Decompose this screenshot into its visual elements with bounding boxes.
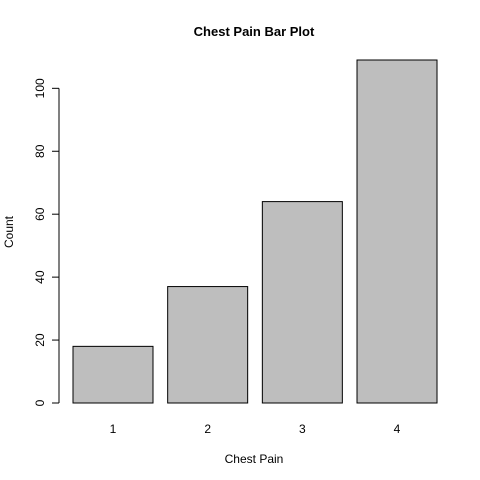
bar-2: [167, 286, 249, 404]
x-tick-label-3: 3: [299, 422, 306, 436]
chart-title: Chest Pain Bar Plot: [194, 24, 315, 39]
x-tick-labels: 1 2 3 4: [110, 422, 401, 436]
y-axis-label: Count: [2, 215, 16, 248]
y-axis: 0 20 40 60 80 100: [33, 78, 60, 406]
y-tick-label-60: 60: [33, 207, 47, 221]
y-tick-label-40: 40: [33, 270, 47, 284]
bars-group: [72, 59, 438, 404]
x-tick-label-1: 1: [110, 422, 117, 436]
x-tick-label-4: 4: [394, 422, 401, 436]
x-axis-label: Chest Pain: [225, 452, 284, 466]
y-tick-label-20: 20: [33, 333, 47, 347]
x-tick-label-2: 2: [204, 422, 211, 436]
y-tick-label-0: 0: [33, 399, 47, 406]
bar-1: [72, 345, 154, 404]
y-tick-label-80: 80: [33, 144, 47, 158]
y-tick-label-100: 100: [33, 78, 47, 98]
bar-4: [356, 59, 438, 404]
bar-3: [261, 201, 343, 404]
